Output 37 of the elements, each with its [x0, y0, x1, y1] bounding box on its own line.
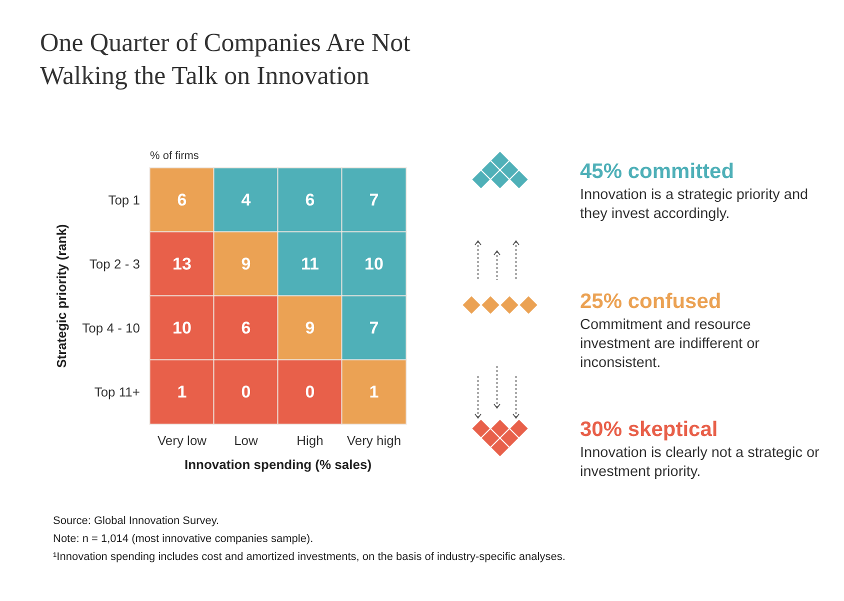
data-label: 13	[172, 254, 192, 274]
data-label: 9	[305, 318, 315, 338]
y-tick-label: Top 1	[108, 192, 140, 208]
y-axis-title: Strategic priority (rank)	[54, 224, 69, 368]
data-label: 0	[305, 382, 315, 402]
data-label: 10	[364, 254, 384, 274]
data-label: 7	[369, 318, 379, 338]
x-tick-label: Very low	[157, 433, 208, 448]
category-label: 25% confused	[580, 290, 722, 314]
data-label: 11	[301, 254, 319, 274]
x-tick-label: High	[296, 433, 324, 448]
y-tick-label: Top 2 - 3	[89, 256, 140, 272]
category-label: 30% skeptical	[580, 418, 719, 442]
text: Note: n = 1,014 (most innovative companies sample).	[53, 532, 314, 547]
text: Commitment and resource investment are indifferent or inconsistent.	[580, 316, 760, 373]
y-tick-label: Top 11+	[94, 384, 140, 400]
color-bar-title: % of firms	[150, 150, 199, 162]
text: ¹Innovation spending includes cost and amortized investments, on the basis of industry-specific analyses.	[53, 550, 566, 565]
data-label: 1	[369, 382, 379, 402]
category-label: 45% committed	[580, 160, 736, 184]
data-label: 9	[241, 254, 251, 274]
data-label: 6	[241, 318, 251, 338]
chart-title: One Quarter of Companies Are Not Walking the Talk on Innovation	[40, 27, 412, 92]
data-label: 7	[369, 190, 379, 210]
source-note: Source: Global Innovation Survey.	[53, 514, 220, 529]
data-label: 4	[241, 190, 252, 210]
text: Innovation is a strategic priority and they invest accordingly.	[580, 186, 810, 224]
x-tick-label: Low	[234, 433, 259, 448]
text: Innovation is clearly not a strategic or investment priority.	[580, 444, 820, 482]
x-axis-title: Innovation spending (% sales)	[184, 457, 372, 472]
data-label: 10	[172, 318, 192, 338]
data-label: 6	[177, 190, 187, 210]
data-label: 1	[177, 382, 187, 402]
x-tick-label: Very high	[346, 433, 402, 448]
y-tick-label: Top 4 - 10	[82, 320, 140, 336]
data-label: 0	[241, 382, 251, 402]
data-label: 6	[305, 190, 315, 210]
